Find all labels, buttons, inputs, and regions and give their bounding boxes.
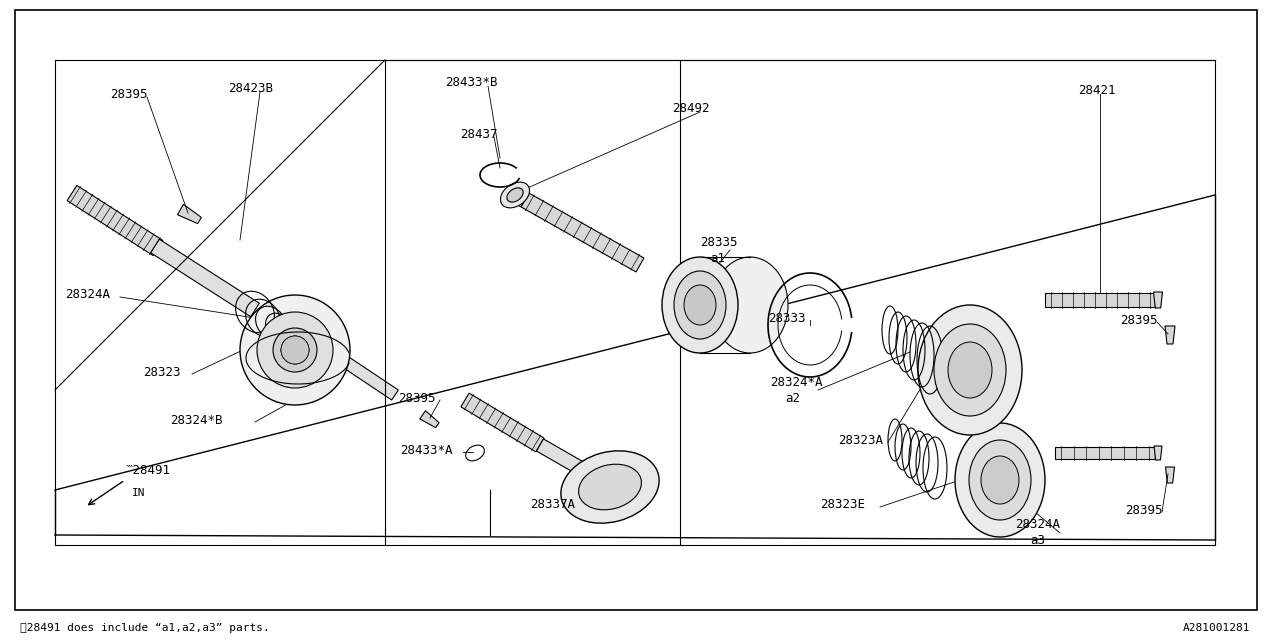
Text: 28395: 28395 <box>110 88 147 102</box>
Text: ※28491 does include “a1,a2,a3” parts.: ※28491 does include “a1,a2,a3” parts. <box>20 623 270 633</box>
Polygon shape <box>1153 292 1162 308</box>
Ellipse shape <box>712 257 788 353</box>
Text: 28433*B: 28433*B <box>445 76 498 88</box>
Polygon shape <box>1166 467 1175 483</box>
Text: ‷28491: ‷28491 <box>125 463 170 477</box>
Text: 28333: 28333 <box>768 312 805 324</box>
Polygon shape <box>516 190 529 207</box>
Polygon shape <box>151 239 260 317</box>
Text: 28324A: 28324A <box>1015 518 1060 531</box>
Text: 28492: 28492 <box>672 102 709 115</box>
Polygon shape <box>316 340 398 400</box>
Ellipse shape <box>675 271 726 339</box>
Text: 28395: 28395 <box>1120 314 1157 326</box>
Text: 28324*A: 28324*A <box>771 376 823 388</box>
Polygon shape <box>536 439 584 474</box>
Ellipse shape <box>934 324 1006 416</box>
Text: 28323: 28323 <box>143 365 180 378</box>
Text: A281001281: A281001281 <box>1183 623 1251 633</box>
Text: 28335: 28335 <box>700 236 737 248</box>
Polygon shape <box>420 411 439 428</box>
Text: 28423B: 28423B <box>228 81 273 95</box>
Ellipse shape <box>684 285 716 325</box>
Ellipse shape <box>918 305 1021 435</box>
Text: 28324A: 28324A <box>65 289 110 301</box>
Polygon shape <box>1044 293 1155 307</box>
Ellipse shape <box>948 342 992 398</box>
Text: 28433*A: 28433*A <box>399 444 453 456</box>
Ellipse shape <box>257 312 333 388</box>
Text: a3: a3 <box>1030 534 1044 547</box>
Ellipse shape <box>969 440 1030 520</box>
Text: IN: IN <box>132 488 146 498</box>
Polygon shape <box>1155 446 1162 460</box>
Polygon shape <box>178 204 201 223</box>
Ellipse shape <box>282 336 308 364</box>
Text: 28323E: 28323E <box>820 499 865 511</box>
Ellipse shape <box>282 336 308 364</box>
Ellipse shape <box>980 456 1019 504</box>
Text: 28395: 28395 <box>1125 504 1162 516</box>
Polygon shape <box>1165 326 1175 344</box>
Polygon shape <box>521 193 644 272</box>
Polygon shape <box>461 393 544 452</box>
Text: 28337A: 28337A <box>530 499 575 511</box>
Text: 28395: 28395 <box>398 392 435 404</box>
Ellipse shape <box>273 328 317 372</box>
Text: 28323A: 28323A <box>838 433 883 447</box>
Polygon shape <box>1055 447 1155 459</box>
Text: a2: a2 <box>785 392 800 404</box>
Ellipse shape <box>579 464 641 510</box>
Text: 28421: 28421 <box>1078 83 1115 97</box>
Ellipse shape <box>241 295 349 405</box>
Ellipse shape <box>561 451 659 523</box>
Text: 28437: 28437 <box>460 129 498 141</box>
Ellipse shape <box>500 182 530 208</box>
Text: a1: a1 <box>710 252 724 264</box>
Ellipse shape <box>282 336 308 364</box>
Ellipse shape <box>507 188 524 202</box>
Ellipse shape <box>955 423 1044 537</box>
Polygon shape <box>67 186 163 255</box>
Text: 28324*B: 28324*B <box>170 413 223 426</box>
Ellipse shape <box>662 257 739 353</box>
